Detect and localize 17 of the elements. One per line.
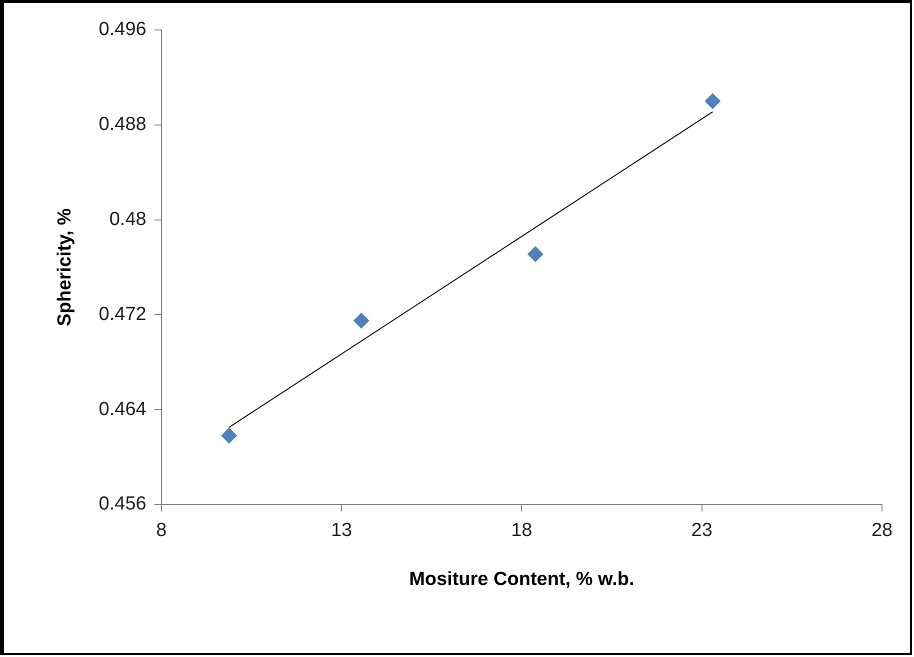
y-tick-label: 0.496 [98,19,146,40]
y-tick-label: 0.464 [98,398,147,420]
y-tick-label: 0.456 [98,494,146,515]
x-tick-label: 8 [156,520,167,542]
y-axis-title: Sphericity, % [54,208,76,326]
point [353,312,370,329]
x-tick-label: 18 [511,520,532,542]
y-tick-label: 0.472 [98,304,146,325]
point [704,93,721,110]
x-tick-label: 13 [330,520,352,542]
y-tick-label: 0.48 [109,208,146,230]
point [221,428,238,444]
x-tick-label: 28 [871,520,893,542]
point [527,246,544,262]
x-tick-label: 23 [691,520,712,542]
x-axis-title: Mositure Content, % w.b. [409,568,634,590]
y-tick-label: 0.488 [98,114,146,136]
